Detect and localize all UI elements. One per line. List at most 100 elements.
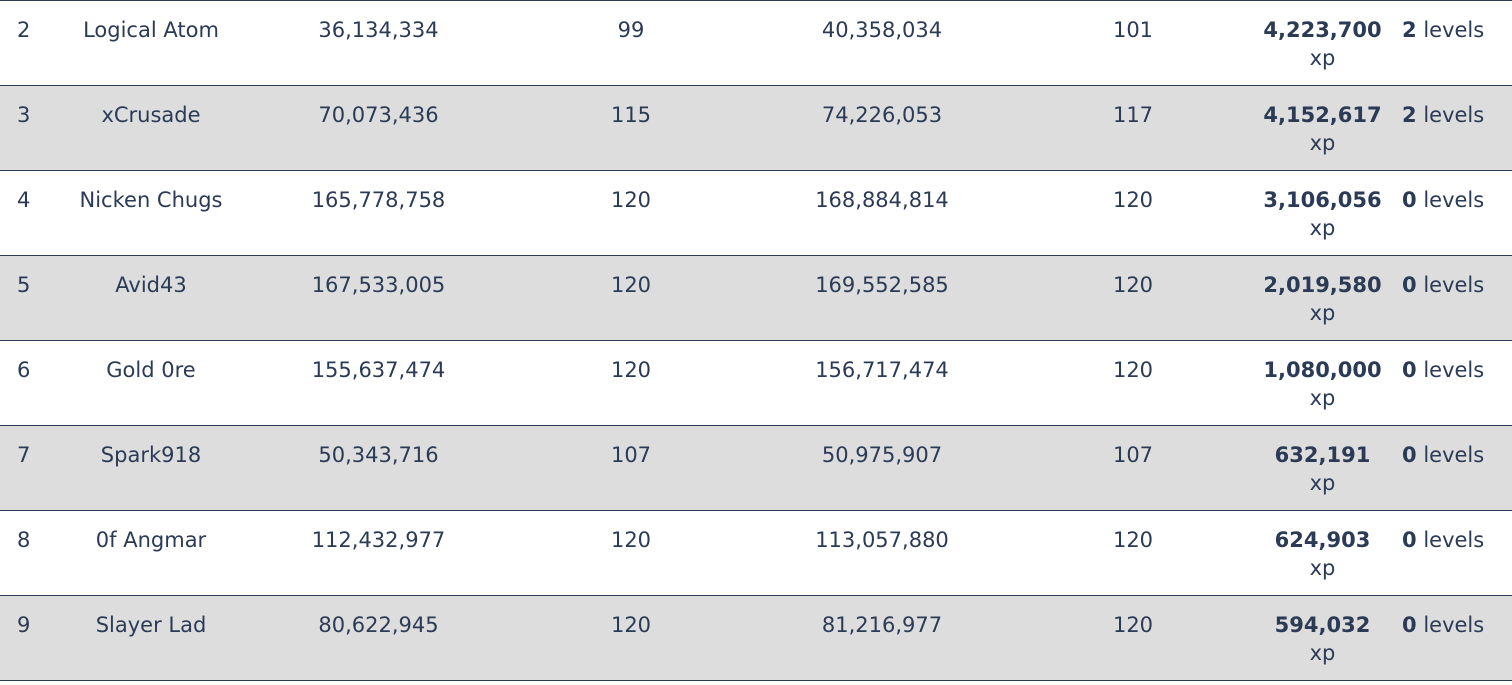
level-gain-value: 0 [1402,613,1417,637]
end-level-cell: 120 [1013,340,1253,426]
player-name-cell[interactable]: Spark918 [56,425,246,511]
player-name-cell[interactable]: Nicken Chugs [56,170,246,256]
level-gain-cell: 2 levels [1392,0,1512,86]
xp-gain-unit: xp [1309,131,1336,155]
start-xp-cell: 165,778,758 [246,170,511,256]
start-level-cell: 120 [511,170,751,256]
level-gain-unit: levels [1423,103,1485,127]
level-gain-value: 0 [1402,273,1417,297]
start-xp-cell: 155,637,474 [246,340,511,426]
rank-cell: 2 [0,0,56,86]
level-gain-unit: levels [1423,613,1485,637]
xp-gain-value: 4,152,617 [1263,103,1382,127]
end-level-cell: 120 [1013,595,1253,681]
table-row: 8 0f Angmar 112,432,977 120 113,057,880 … [0,510,1512,596]
level-gain-value: 2 [1402,18,1417,42]
level-gain-cell: 0 levels [1392,340,1512,426]
start-xp-cell: 36,134,334 [246,0,511,86]
start-xp-cell: 167,533,005 [246,255,511,341]
xp-gain-value: 4,223,700 [1263,18,1382,42]
rank-cell: 3 [0,85,56,171]
xp-gain-cell: 4,152,617 xp [1253,85,1392,171]
start-xp-cell: 50,343,716 [246,425,511,511]
start-level-cell: 120 [511,340,751,426]
xp-gain-unit: xp [1309,386,1336,410]
player-name-cell[interactable]: Logical Atom [56,0,246,86]
player-name-cell[interactable]: Avid43 [56,255,246,341]
level-gain-cell: 0 levels [1392,170,1512,256]
level-gain-unit: levels [1423,188,1485,212]
xp-gain-unit: xp [1309,46,1336,70]
level-gain-value: 0 [1402,358,1417,382]
xp-gain-cell: 624,903 xp [1253,510,1392,596]
level-gain-unit: levels [1423,528,1485,552]
end-xp-cell: 50,975,907 [751,425,1013,511]
player-name-cell[interactable]: Slayer Lad [56,595,246,681]
start-level-cell: 115 [511,85,751,171]
level-gain-value: 0 [1402,528,1417,552]
xp-gain-value: 594,032 [1274,613,1371,637]
xp-gain-value: 1,080,000 [1263,358,1382,382]
xp-gain-cell: 3,106,056 xp [1253,170,1392,256]
start-level-cell: 120 [511,255,751,341]
level-gain-unit: levels [1423,273,1485,297]
rank-cell: 6 [0,340,56,426]
start-level-cell: 99 [511,0,751,86]
table-row: 9 Slayer Lad 80,622,945 120 81,216,977 1… [0,595,1512,681]
end-level-cell: 120 [1013,255,1253,341]
table-row: 2 Logical Atom 36,134,334 99 40,358,034 … [0,0,1512,86]
player-name-cell[interactable]: xCrusade [56,85,246,171]
level-gain-unit: levels [1423,18,1485,42]
xp-gain-unit: xp [1309,556,1336,580]
table-row: 4 Nicken Chugs 165,778,758 120 168,884,8… [0,170,1512,256]
start-xp-cell: 112,432,977 [246,510,511,596]
end-xp-cell: 81,216,977 [751,595,1013,681]
start-xp-cell: 80,622,945 [246,595,511,681]
level-gain-cell: 0 levels [1392,510,1512,596]
xp-gain-cell: 4,223,700 xp [1253,0,1392,86]
player-name-cell[interactable]: Gold 0re [56,340,246,426]
rank-cell: 7 [0,425,56,511]
end-xp-cell: 40,358,034 [751,0,1013,86]
rank-cell: 9 [0,595,56,681]
start-xp-cell: 70,073,436 [246,85,511,171]
rank-cell: 4 [0,170,56,256]
end-xp-cell: 169,552,585 [751,255,1013,341]
end-xp-cell: 74,226,053 [751,85,1013,171]
end-xp-cell: 156,717,474 [751,340,1013,426]
level-gain-value: 2 [1402,103,1417,127]
table-row: 3 xCrusade 70,073,436 115 74,226,053 117… [0,85,1512,171]
start-level-cell: 120 [511,595,751,681]
rank-cell: 5 [0,255,56,341]
end-xp-cell: 168,884,814 [751,170,1013,256]
xp-gain-unit: xp [1309,471,1336,495]
end-level-cell: 120 [1013,170,1253,256]
xp-gain-unit: xp [1309,216,1336,240]
xp-gain-cell: 1,080,000 xp [1253,340,1392,426]
level-gain-cell: 0 levels [1392,425,1512,511]
xp-gain-cell: 632,191 xp [1253,425,1392,511]
level-gain-value: 0 [1402,443,1417,467]
table-row: 6 Gold 0re 155,637,474 120 156,717,474 1… [0,340,1512,426]
xp-gain-cell: 2,019,580 xp [1253,255,1392,341]
table-row: 7 Spark918 50,343,716 107 50,975,907 107… [0,425,1512,511]
level-gain-unit: levels [1423,358,1485,382]
xp-gain-cell: 594,032 xp [1253,595,1392,681]
end-level-cell: 117 [1013,85,1253,171]
start-level-cell: 120 [511,510,751,596]
end-level-cell: 101 [1013,0,1253,86]
xp-gain-value: 2,019,580 [1263,273,1382,297]
xp-gain-value: 632,191 [1274,443,1371,467]
xp-gain-value: 3,106,056 [1263,188,1382,212]
player-name-cell[interactable]: 0f Angmar [56,510,246,596]
level-gain-value: 0 [1402,188,1417,212]
level-gain-cell: 0 levels [1392,595,1512,681]
level-gain-cell: 0 levels [1392,255,1512,341]
xp-gain-unit: xp [1309,301,1336,325]
end-xp-cell: 113,057,880 [751,510,1013,596]
end-level-cell: 107 [1013,425,1253,511]
level-gain-unit: levels [1423,443,1485,467]
rank-cell: 8 [0,510,56,596]
xp-gain-unit: xp [1309,641,1336,665]
level-gain-cell: 2 levels [1392,85,1512,171]
